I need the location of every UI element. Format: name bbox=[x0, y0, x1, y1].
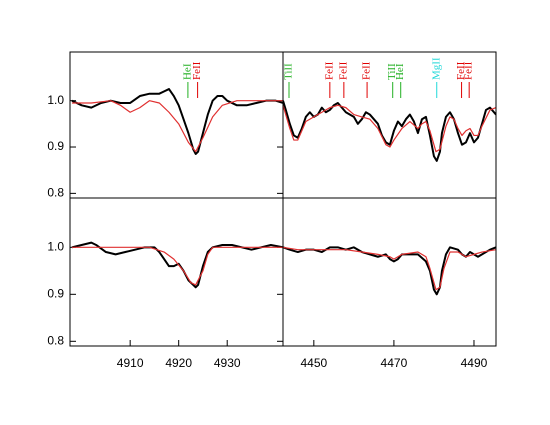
x-tick-label: 4920 bbox=[165, 356, 192, 370]
line-label: HeI bbox=[394, 63, 406, 80]
line-label: FeII bbox=[191, 61, 203, 80]
x-tick-label: 4490 bbox=[461, 356, 488, 370]
panel-frame bbox=[282, 197, 497, 347]
panel-frame bbox=[69, 197, 284, 347]
line-label: TiII bbox=[386, 63, 398, 80]
y-tick-label: 1.0 bbox=[47, 93, 64, 107]
panel-frame bbox=[69, 51, 284, 199]
y-tick-label: 0.9 bbox=[47, 139, 64, 153]
spectrum-line bbox=[283, 246, 496, 291]
spectrum-line bbox=[71, 88, 283, 155]
spectrum-line bbox=[283, 246, 496, 296]
spectrum-line bbox=[283, 104, 496, 153]
line-label: FeII bbox=[323, 61, 335, 80]
y-tick-label: 1.0 bbox=[47, 240, 64, 254]
x-tick-label: 4450 bbox=[300, 356, 327, 370]
line-label: FeII bbox=[337, 61, 349, 80]
line-label: TiII bbox=[283, 63, 295, 80]
line-label: MgII bbox=[430, 57, 442, 80]
line-label: HeI bbox=[181, 63, 193, 80]
spectrum-line bbox=[283, 100, 496, 162]
y-tick-label: 0.8 bbox=[47, 186, 64, 200]
line-label: FeII bbox=[463, 61, 475, 80]
x-tick-label: 4930 bbox=[214, 356, 241, 370]
spectrum-line bbox=[71, 246, 283, 286]
x-tick-label: 4470 bbox=[381, 356, 408, 370]
line-label: FeII bbox=[455, 61, 467, 80]
spectrum-line bbox=[71, 241, 283, 289]
y-tick-label: 0.8 bbox=[47, 333, 64, 347]
spectrum-line bbox=[71, 100, 283, 153]
y-tick-label: 0.9 bbox=[47, 286, 64, 300]
x-tick-label: 4910 bbox=[117, 356, 144, 370]
line-label: FeII bbox=[361, 61, 373, 80]
